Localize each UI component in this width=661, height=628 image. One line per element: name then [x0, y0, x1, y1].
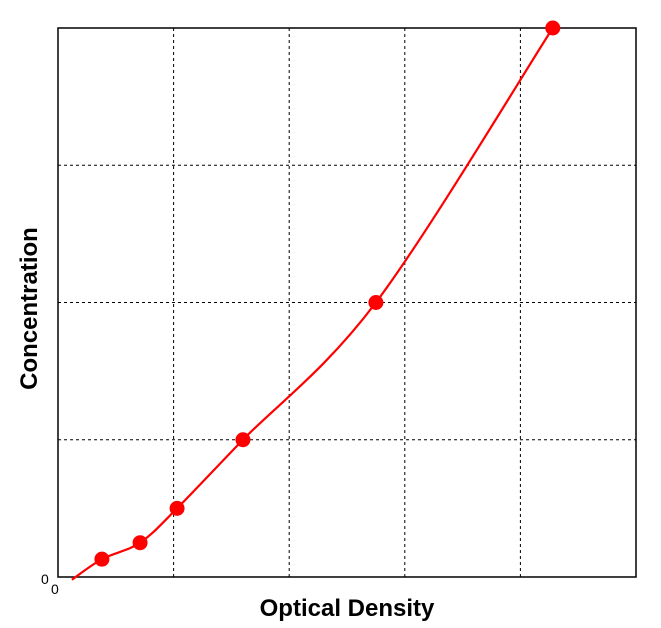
x-axis-title: Optical Density: [260, 595, 435, 622]
data-point: [94, 551, 110, 567]
fitted-curve: [71, 27, 554, 581]
data-point: [545, 20, 561, 36]
data-point: [235, 432, 251, 448]
data-point: [132, 535, 148, 551]
y-axis-title: Concentration: [16, 227, 43, 390]
x-tick-label: 0: [51, 581, 59, 597]
data-point: [169, 500, 185, 516]
data-points: [94, 20, 561, 567]
plot-frame: [57, 27, 637, 578]
data-point: [368, 295, 384, 310]
y-tick-label: 0: [41, 571, 49, 587]
grid-lines: [58, 28, 636, 577]
